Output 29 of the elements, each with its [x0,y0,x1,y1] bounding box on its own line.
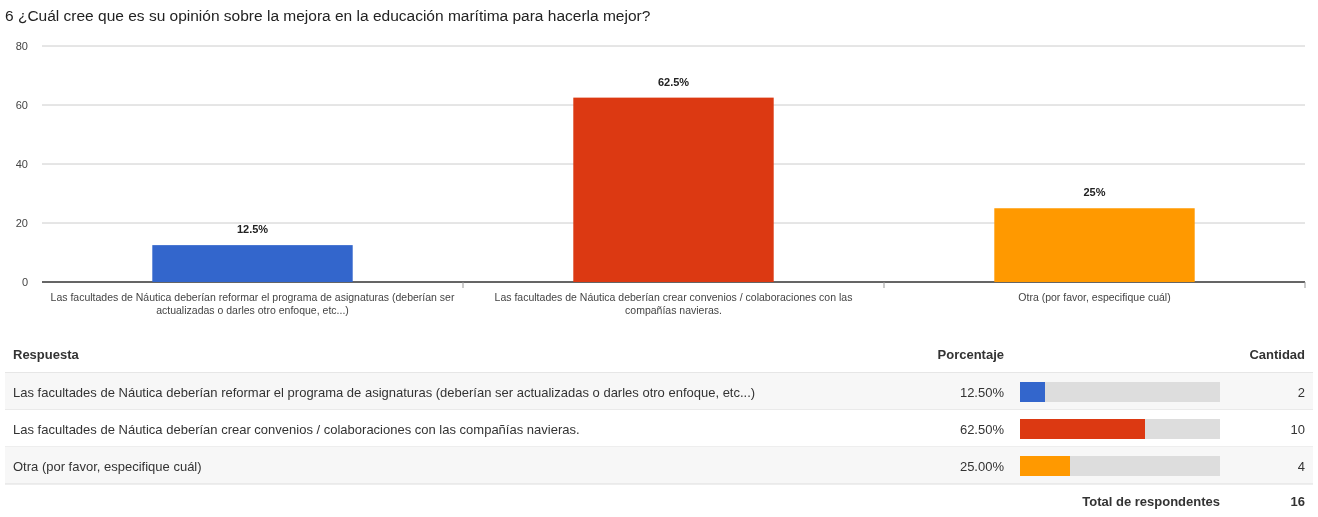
bar [152,245,353,282]
category-label: Otra (por favor, especifique cuál) [13,459,202,474]
text: Cantidad [1249,347,1306,362]
x-tick-label: Las facultades de Náutica deberían crear convenios / colaboraciones con las compañías navieras. [494,291,853,316]
y-tick-label: 40 [15,158,28,170]
text: 10 [1290,422,1305,437]
category-label: Las facultades de Náutica deberían reformar el programa de asignaturas (deberían ser actualizadas o darles otro enfoque, etc...) [13,385,756,400]
y-tick-label: 80 [15,40,28,52]
text: 16 [1290,494,1305,509]
data-label: 12.5% [236,223,269,236]
x-tick-label: Las facultades de Náutica deberían reformar el programa de asignaturas (deberían ser actualizadas o darles otro enfoque, etc...) [50,291,455,316]
data-label: 25% [1083,186,1106,199]
data-label: 62.50% [959,422,1005,437]
y-tick-label: 60 [15,99,28,111]
text: Total de respondentes [1082,494,1220,509]
chart-title: 6 ¿Cuál cree que es su opinión sobre la mejora en la educación marítima para hacerla mejor? [5,7,651,24]
category-label: Las facultades de Náutica deberían crear convenios / colaboraciones con las compañías navieras. [13,422,580,437]
bar [573,97,774,282]
bar [994,208,1195,282]
data-label: 62.5% [657,75,690,88]
text: Porcentaje [937,347,1004,362]
x-tick-label: Otra (por favor, especifique cuál) [1018,291,1171,303]
text: 2 [1297,385,1305,400]
data-label: 25.00% [959,459,1005,474]
text: 4 [1297,459,1305,474]
y-tick-label: 0 [21,276,28,288]
text: Respuesta [13,347,80,362]
data-label: 12.50% [959,385,1005,400]
y-tick-label: 20 [15,217,28,229]
